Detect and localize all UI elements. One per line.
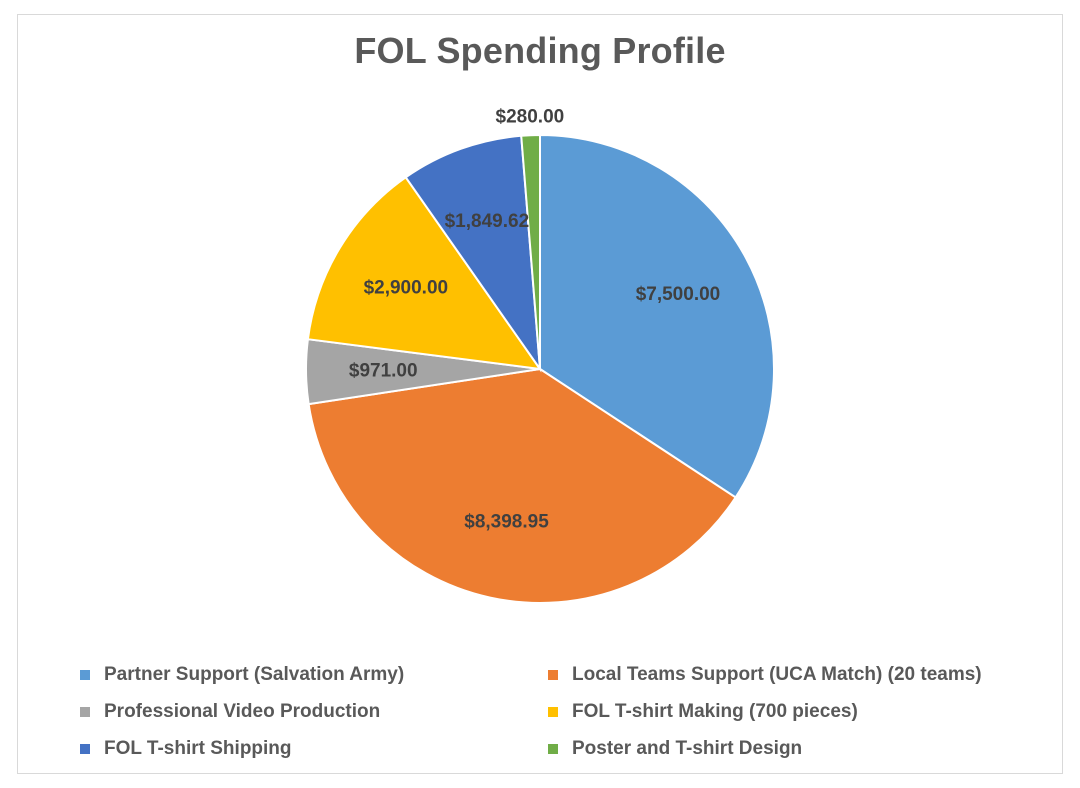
chart-title: FOL Spending Profile: [354, 30, 726, 71]
pie-slice-tshirt-making: [306, 175, 543, 371]
data-label-tshirt-shipping: $1,849.62: [445, 211, 530, 232]
pie-slice-local-teams-support: [307, 367, 737, 604]
data-label-video-production: $971.00: [349, 360, 418, 381]
data-label-tshirt-making: $2,900.00: [364, 277, 449, 298]
pie-slice-poster-design: [520, 133, 541, 370]
data-label-local-teams-support: $8,398.95: [464, 512, 549, 533]
pie-slice-tshirt-shipping: [404, 134, 542, 373]
data-label-poster-design: $280.00: [496, 107, 565, 128]
data-label-partner-support: $7,500.00: [636, 284, 721, 305]
